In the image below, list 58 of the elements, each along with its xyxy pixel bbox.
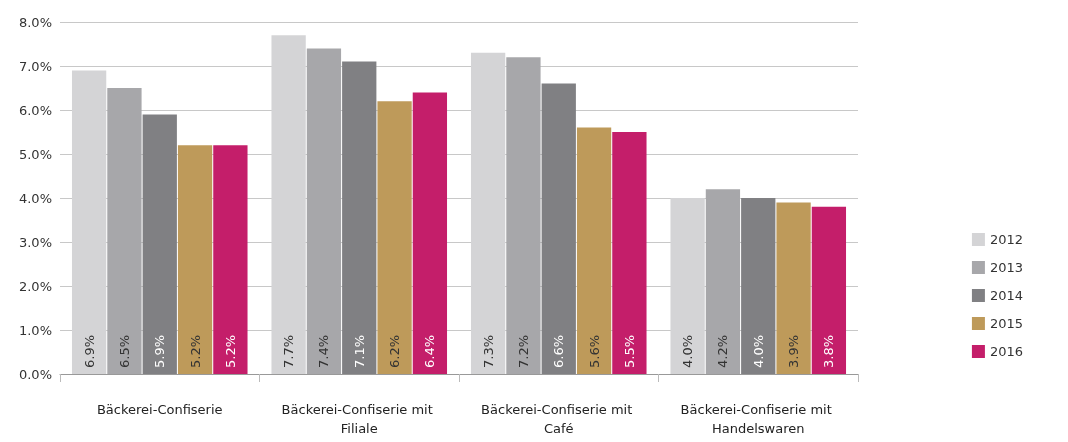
data-label: 7.1% (351, 334, 367, 368)
y-tick-label: 4.0% (18, 190, 52, 206)
y-tick-label: 1.0% (18, 322, 52, 338)
legend-label: 2013 (989, 260, 1024, 275)
legend-label: 2014 (989, 288, 1024, 303)
data-label: 4.2% (715, 334, 731, 368)
bar (306, 48, 342, 374)
x-tick-label: Bäckerei-Confiserie mit Filiale (281, 402, 437, 436)
y-tick-label: 3.0% (18, 234, 52, 250)
legend-label: 2012 (989, 232, 1024, 247)
y-tick-label: 8.0% (18, 14, 52, 30)
bar (741, 198, 776, 374)
data-label: 7.2% (515, 334, 531, 368)
y-tick-label: 7.0% (18, 58, 52, 74)
bar (377, 101, 412, 374)
bar (506, 57, 541, 374)
y-tick-label: 0.0% (18, 366, 52, 382)
bar (705, 189, 741, 374)
data-label: 6.9% (81, 334, 97, 368)
data-label: 6.6% (551, 334, 567, 368)
data-label: 4.0% (680, 334, 696, 368)
data-label: 3.9% (786, 334, 802, 368)
x-tick-label: Bäckerei-Confiserie mit Café (481, 402, 637, 436)
x-tick-label: Bäckerei-Confiserie (96, 402, 223, 417)
data-label: 5.2% (187, 334, 203, 368)
bar (470, 52, 506, 374)
data-label: 5.2% (222, 334, 238, 368)
bar (142, 114, 177, 374)
bar (670, 198, 705, 374)
data-label: 5.9% (152, 334, 168, 368)
bar (271, 35, 306, 374)
data-label: 7.7% (281, 334, 297, 368)
y-tick-label: 2.0% (18, 278, 52, 294)
bar (576, 127, 612, 374)
data-label: 7.4% (316, 334, 332, 368)
data-label: 4.0% (750, 334, 766, 368)
data-label: 5.6% (586, 334, 602, 368)
bar (107, 88, 142, 374)
data-label: 7.3% (480, 334, 496, 368)
bar (811, 206, 847, 374)
bar (541, 83, 576, 374)
data-label: 5.5% (621, 334, 637, 368)
bar (342, 61, 377, 374)
data-label: 6.2% (387, 334, 403, 368)
x-tick-label: Bäckerei-Confiserie mit Handelswaren (680, 402, 836, 436)
bar (612, 132, 647, 374)
bar (177, 145, 213, 374)
data-label: 6.5% (116, 334, 132, 368)
data-label: 6.4% (422, 334, 438, 368)
bar (213, 145, 248, 374)
legend-label: 2016 (989, 344, 1024, 359)
y-tick-label: 6.0% (18, 102, 52, 118)
bar (776, 202, 811, 374)
data-label: 3.8% (821, 334, 837, 368)
bar (71, 70, 107, 374)
y-tick-label: 5.0% (18, 146, 52, 162)
bar (412, 92, 448, 374)
legend-label: 2015 (989, 316, 1024, 331)
